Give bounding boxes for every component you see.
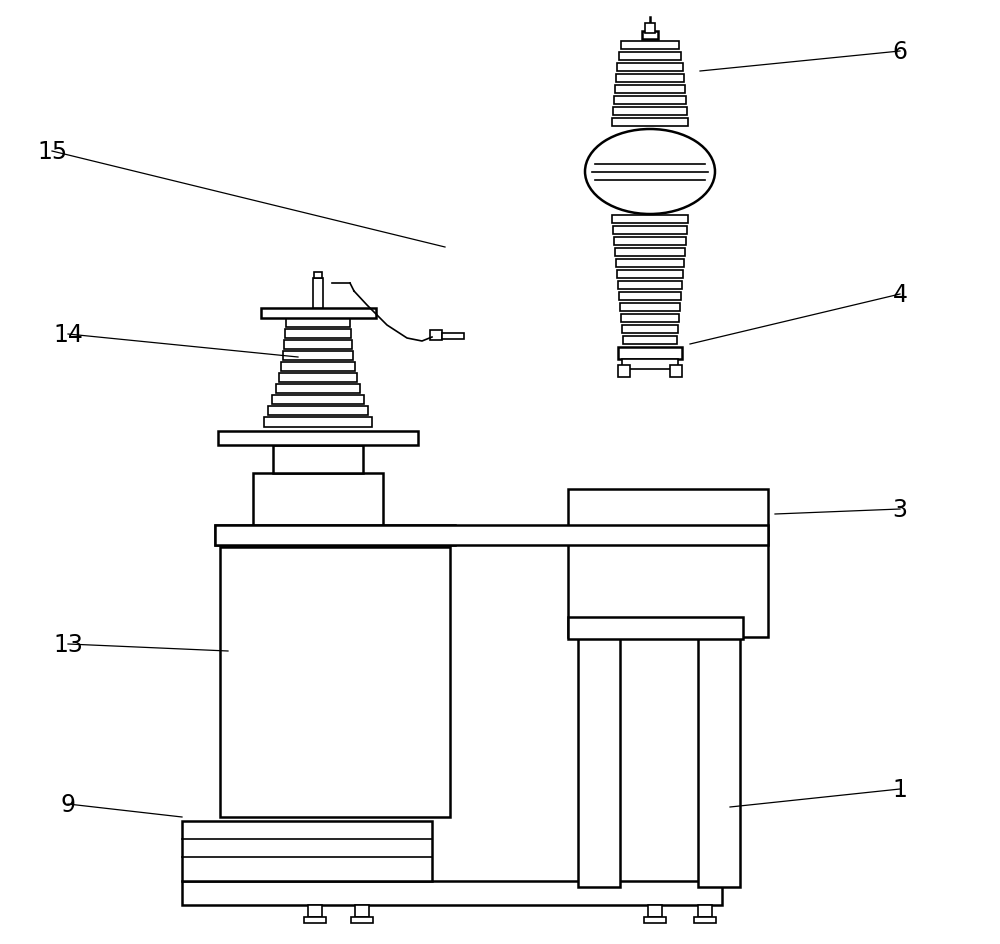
Bar	[617, 271, 683, 278]
Bar	[694, 917, 716, 923]
Bar	[442, 333, 464, 340]
Bar	[612, 119, 688, 126]
Bar	[621, 42, 679, 50]
Bar	[645, 24, 655, 34]
Bar	[648, 905, 662, 917]
Bar	[618, 347, 682, 360]
Bar	[313, 278, 323, 309]
Bar	[642, 32, 658, 40]
Bar	[616, 260, 684, 268]
Bar	[283, 351, 353, 361]
Bar	[615, 86, 685, 93]
Bar	[314, 273, 322, 278]
Bar	[616, 75, 684, 83]
Bar	[220, 548, 450, 818]
Bar	[612, 216, 688, 224]
Text: 13: 13	[53, 632, 83, 656]
Bar	[615, 248, 685, 257]
Bar	[644, 917, 666, 923]
Bar	[284, 341, 352, 349]
Bar	[285, 329, 351, 339]
Text: 4: 4	[893, 282, 908, 307]
Bar	[308, 905, 322, 917]
Bar	[623, 337, 677, 345]
Bar	[614, 238, 686, 245]
Bar	[286, 319, 350, 328]
Bar	[617, 64, 683, 72]
Bar	[276, 384, 360, 394]
Bar	[621, 314, 679, 323]
Bar	[182, 821, 432, 881]
Bar	[698, 637, 740, 887]
Bar	[568, 617, 743, 639]
Bar	[253, 474, 383, 526]
Bar	[281, 362, 355, 372]
Bar	[268, 407, 368, 415]
Bar	[622, 360, 678, 370]
Bar	[272, 396, 364, 405]
Ellipse shape	[585, 130, 715, 215]
Bar	[182, 881, 722, 905]
Bar	[304, 917, 326, 923]
Bar	[619, 293, 681, 301]
Bar	[613, 108, 687, 116]
Bar	[351, 917, 373, 923]
Bar	[698, 905, 712, 917]
Bar	[215, 526, 455, 546]
Bar	[670, 365, 682, 378]
Bar	[261, 309, 376, 319]
Bar	[273, 446, 363, 474]
Text: 15: 15	[37, 140, 67, 164]
Bar	[568, 490, 768, 637]
Text: 9: 9	[61, 792, 76, 817]
Bar	[578, 637, 620, 887]
Text: 3: 3	[893, 497, 908, 521]
Bar	[620, 304, 680, 312]
Bar	[430, 330, 442, 341]
Bar	[614, 97, 686, 105]
Bar	[618, 281, 682, 290]
Bar	[355, 905, 369, 917]
Bar	[264, 417, 372, 428]
Bar	[215, 526, 768, 546]
Bar	[613, 227, 687, 235]
Text: 6: 6	[893, 40, 908, 64]
Bar	[619, 53, 681, 61]
Bar	[618, 365, 630, 378]
Text: 1: 1	[893, 777, 907, 801]
Bar	[218, 431, 418, 446]
Text: 14: 14	[53, 323, 83, 346]
Bar	[622, 326, 678, 333]
Bar	[279, 374, 357, 382]
